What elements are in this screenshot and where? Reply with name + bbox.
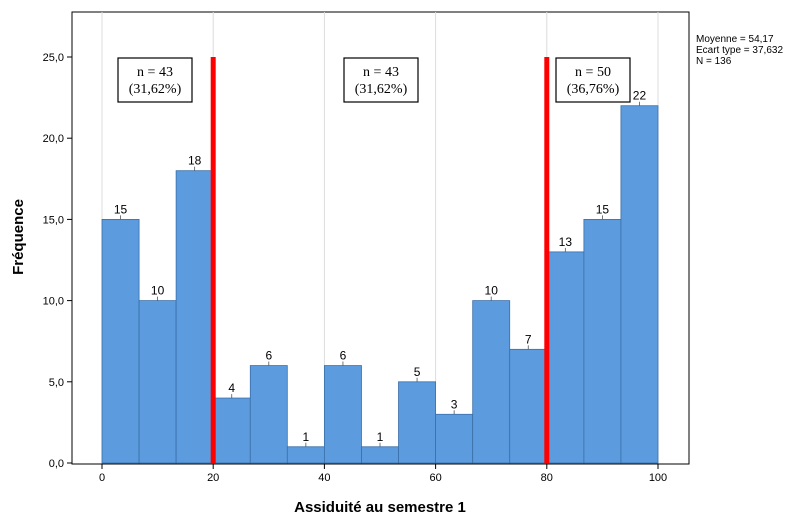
histogram-bar (472, 300, 511, 464)
histogram-bar (361, 446, 399, 464)
n-stat: N = 136 (696, 56, 732, 67)
axes: 0,0 5,0 10,0 15,0 20,0 25,0 0 20 40 60 80 100 (43, 52, 668, 484)
annotations: n = 43 (31,62%) n = 43 (31,62%) n = 50 (36,76… (117, 57, 631, 103)
histogram-bar (175, 170, 214, 464)
bar-value-label: 22 (633, 89, 647, 103)
histogram-bar (249, 365, 288, 464)
bar-value-label: 15 (114, 202, 128, 216)
x-axis-title: Assiduité au semestre 1 (294, 499, 466, 514)
annotation-border (555, 57, 631, 103)
x-tick-label: 40 (318, 472, 330, 484)
x-tick-label: 60 (429, 472, 441, 484)
annotation-percent: (31,62%) (355, 82, 408, 97)
y-tick-label: 15,0 (43, 214, 64, 226)
histogram-bar (286, 446, 325, 464)
annotation-percent: (36,76%) (567, 82, 620, 97)
bar-value-label: 18 (188, 154, 202, 168)
bar-value-label: 3 (451, 397, 458, 411)
y-tick-label: 25,0 (43, 52, 64, 64)
histogram-bar (546, 251, 585, 464)
histogram-bar (323, 365, 362, 464)
summary-statistics: Moyenne = 54,17 Ecart type = 37,632 N = … (696, 34, 783, 67)
histogram-bar (101, 218, 140, 464)
annotation-count: n = 43 (137, 65, 173, 80)
bar-value-label: 7 (525, 332, 532, 346)
bar-value-label: 13 (559, 235, 573, 249)
bar-value-label: 10 (151, 284, 165, 298)
annotation-count: n = 43 (363, 65, 399, 80)
annotation-box: n = 50 (36,76%) (555, 57, 631, 103)
reference-lines (210, 57, 550, 463)
annotation-border (117, 57, 193, 103)
std-stat: Ecart type = 37,632 (696, 45, 784, 56)
bar-value-label: 1 (377, 430, 384, 444)
bar-value-label: 4 (228, 381, 235, 395)
x-tick-label: 100 (649, 472, 667, 484)
bar-value-label: 6 (340, 349, 347, 363)
y-tick-label: 20,0 (43, 133, 64, 145)
bar-value-label: 6 (265, 349, 272, 363)
histogram-bar (138, 300, 177, 464)
histogram-bar (583, 218, 622, 464)
annotation-box: n = 43 (31,62%) (117, 57, 193, 103)
mean-stat: Moyenne = 54,17 (696, 34, 774, 45)
histogram-bar (620, 105, 659, 464)
annotation-count: n = 50 (575, 65, 611, 80)
annotation-box: n = 43 (31,62%) (343, 57, 419, 103)
bars (101, 105, 659, 464)
x-tick-label: 20 (207, 472, 219, 484)
histogram-bar (398, 381, 437, 464)
bar-value-label: 10 (485, 284, 499, 298)
annotation-border (343, 57, 419, 103)
x-tick-label: 0 (99, 472, 105, 484)
y-tick-label: 0,0 (49, 458, 64, 470)
bar-value-label: 15 (596, 202, 610, 216)
y-axis-title: Fréquence (10, 199, 27, 275)
x-tick-label: 80 (541, 472, 553, 484)
bar-value-label: 1 (303, 430, 310, 444)
y-tick-label: 5,0 (49, 377, 64, 389)
annotation-percent: (31,62%) (129, 82, 182, 97)
histogram-bar (212, 397, 251, 464)
bar-value-label: 5 (414, 365, 421, 379)
histogram-bar (435, 413, 474, 464)
histogram-bar (509, 348, 548, 464)
y-tick-label: 10,0 (43, 296, 64, 308)
